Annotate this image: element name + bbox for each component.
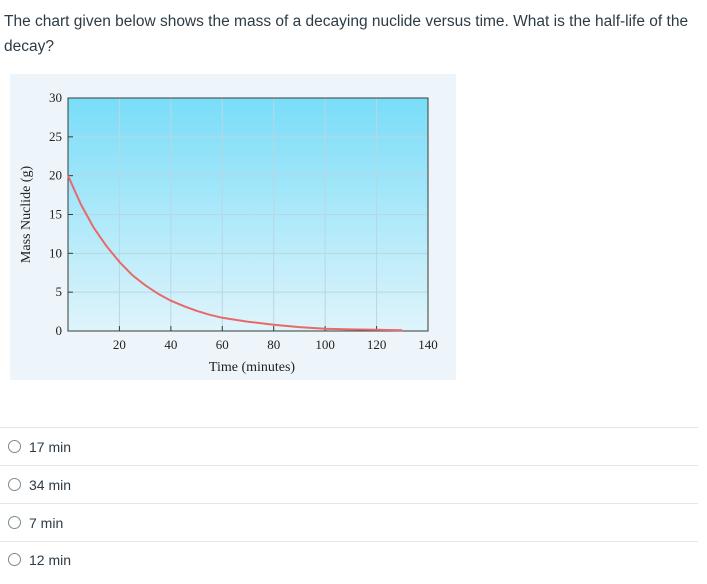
answer-option-1[interactable]: 17 min xyxy=(0,427,698,465)
x-tick-label: 100 xyxy=(315,337,335,352)
x-tick-label: 80 xyxy=(267,337,280,352)
y-tick-label: 20 xyxy=(49,168,62,183)
x-tick-label: 140 xyxy=(418,337,438,352)
y-axis-label: Mass Nuclide (g) xyxy=(19,166,34,264)
radio-button-icon[interactable] xyxy=(8,553,21,566)
plot-frame xyxy=(67,97,429,332)
answer-label: 12 min xyxy=(29,551,72,568)
y-tick-label: 30 xyxy=(49,90,62,105)
x-tick-label: 40 xyxy=(164,337,177,352)
y-tick-label: 15 xyxy=(49,207,62,222)
y-tick-label: 25 xyxy=(49,129,62,144)
decay-chart: 0 5 10 15 20 25 30 20 40 60 80 100 120 140 Time (minut… xyxy=(10,74,456,380)
x-tick-label: 60 xyxy=(216,337,229,352)
radio-button-icon[interactable] xyxy=(8,516,21,529)
answer-option-2[interactable]: 34 min xyxy=(0,465,698,503)
answer-option-4[interactable]: 12 min xyxy=(0,541,698,577)
y-tick-label: 10 xyxy=(49,245,62,260)
answer-list: 17 min 34 min 7 min 12 min xyxy=(0,427,698,577)
decay-chart-svg: 0 5 10 15 20 25 30 20 40 60 80 100 120 140 Time (minut… xyxy=(10,74,456,380)
y-tick-label: 0 xyxy=(56,323,63,338)
x-tick-label: 20 xyxy=(113,337,126,352)
answer-label: 7 min xyxy=(29,514,64,531)
answer-label: 17 min xyxy=(29,438,72,455)
question-text: The chart given below shows the mass of … xyxy=(4,13,689,55)
radio-button-icon[interactable] xyxy=(8,440,21,453)
radio-button-icon[interactable] xyxy=(8,478,21,491)
y-tick-label: 5 xyxy=(56,284,63,299)
x-tick-label: 120 xyxy=(367,337,387,352)
answer-label: 34 min xyxy=(29,476,72,493)
x-axis-label: Time (minutes) xyxy=(209,360,296,375)
decay-curve-line xyxy=(67,175,403,332)
answer-option-3[interactable]: 7 min xyxy=(0,503,698,541)
